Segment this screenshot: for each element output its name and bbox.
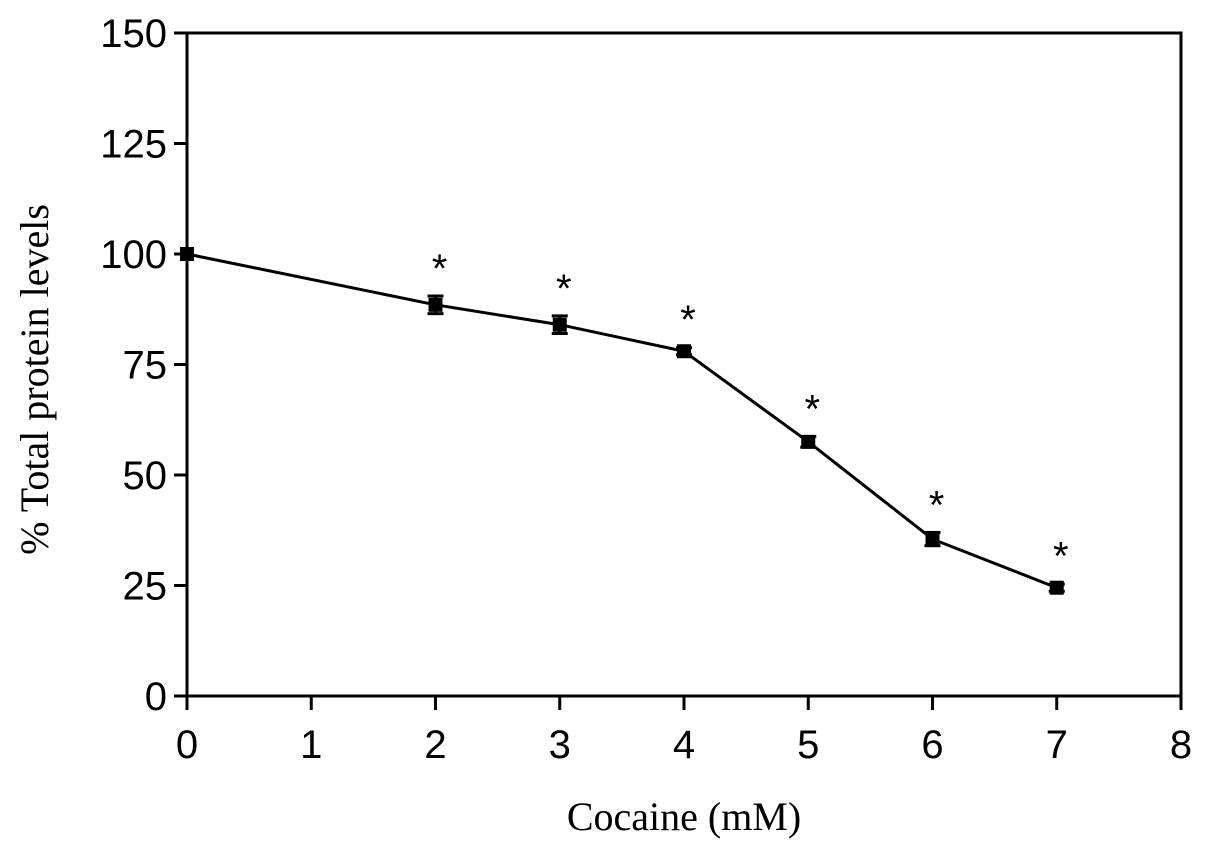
significance-marker: * xyxy=(804,388,820,432)
y-tick-label: 0 xyxy=(145,675,167,719)
x-tick-label: 1 xyxy=(300,723,322,767)
x-tick-label: 7 xyxy=(1046,723,1068,767)
data-point xyxy=(1049,580,1064,595)
y-tick-label: 150 xyxy=(100,12,167,56)
significance-marker: * xyxy=(680,298,696,342)
data-point xyxy=(180,247,194,261)
y-axis-ticks: 0 25 50 75 100 125 150 xyxy=(100,12,187,719)
series-layer: * * * * * * xyxy=(180,247,1069,595)
y-tick-label: 50 xyxy=(123,454,168,498)
significance-marker: * xyxy=(556,267,572,311)
x-tick-label: 6 xyxy=(921,723,943,767)
x-tick-label: 3 xyxy=(549,723,571,767)
data-point xyxy=(925,532,940,547)
data-point xyxy=(428,297,443,312)
data-point xyxy=(552,317,567,332)
x-tick-label: 2 xyxy=(424,723,446,767)
data-point xyxy=(801,434,816,449)
significance-marker: * xyxy=(1053,534,1069,578)
x-tick-label: 4 xyxy=(673,723,695,767)
y-tick-label: 75 xyxy=(123,344,168,388)
y-tick-label: 100 xyxy=(100,233,167,277)
significance-marker: * xyxy=(929,483,945,527)
y-axis-label: % Total protein levels xyxy=(12,204,57,555)
data-point xyxy=(677,344,691,359)
y-tick-label: 25 xyxy=(123,565,168,609)
significance-marker: * xyxy=(432,247,448,291)
x-tick-label: 0 xyxy=(176,723,198,767)
x-tick-label: 8 xyxy=(1170,723,1192,767)
y-tick-label: 125 xyxy=(100,123,167,167)
plot-frame xyxy=(185,31,1183,698)
x-tick-label: 5 xyxy=(797,723,819,767)
x-axis-label: Cocaine (mM) xyxy=(567,794,801,839)
x-axis-ticks: 0 1 2 3 4 5 6 7 8 xyxy=(176,696,1192,767)
